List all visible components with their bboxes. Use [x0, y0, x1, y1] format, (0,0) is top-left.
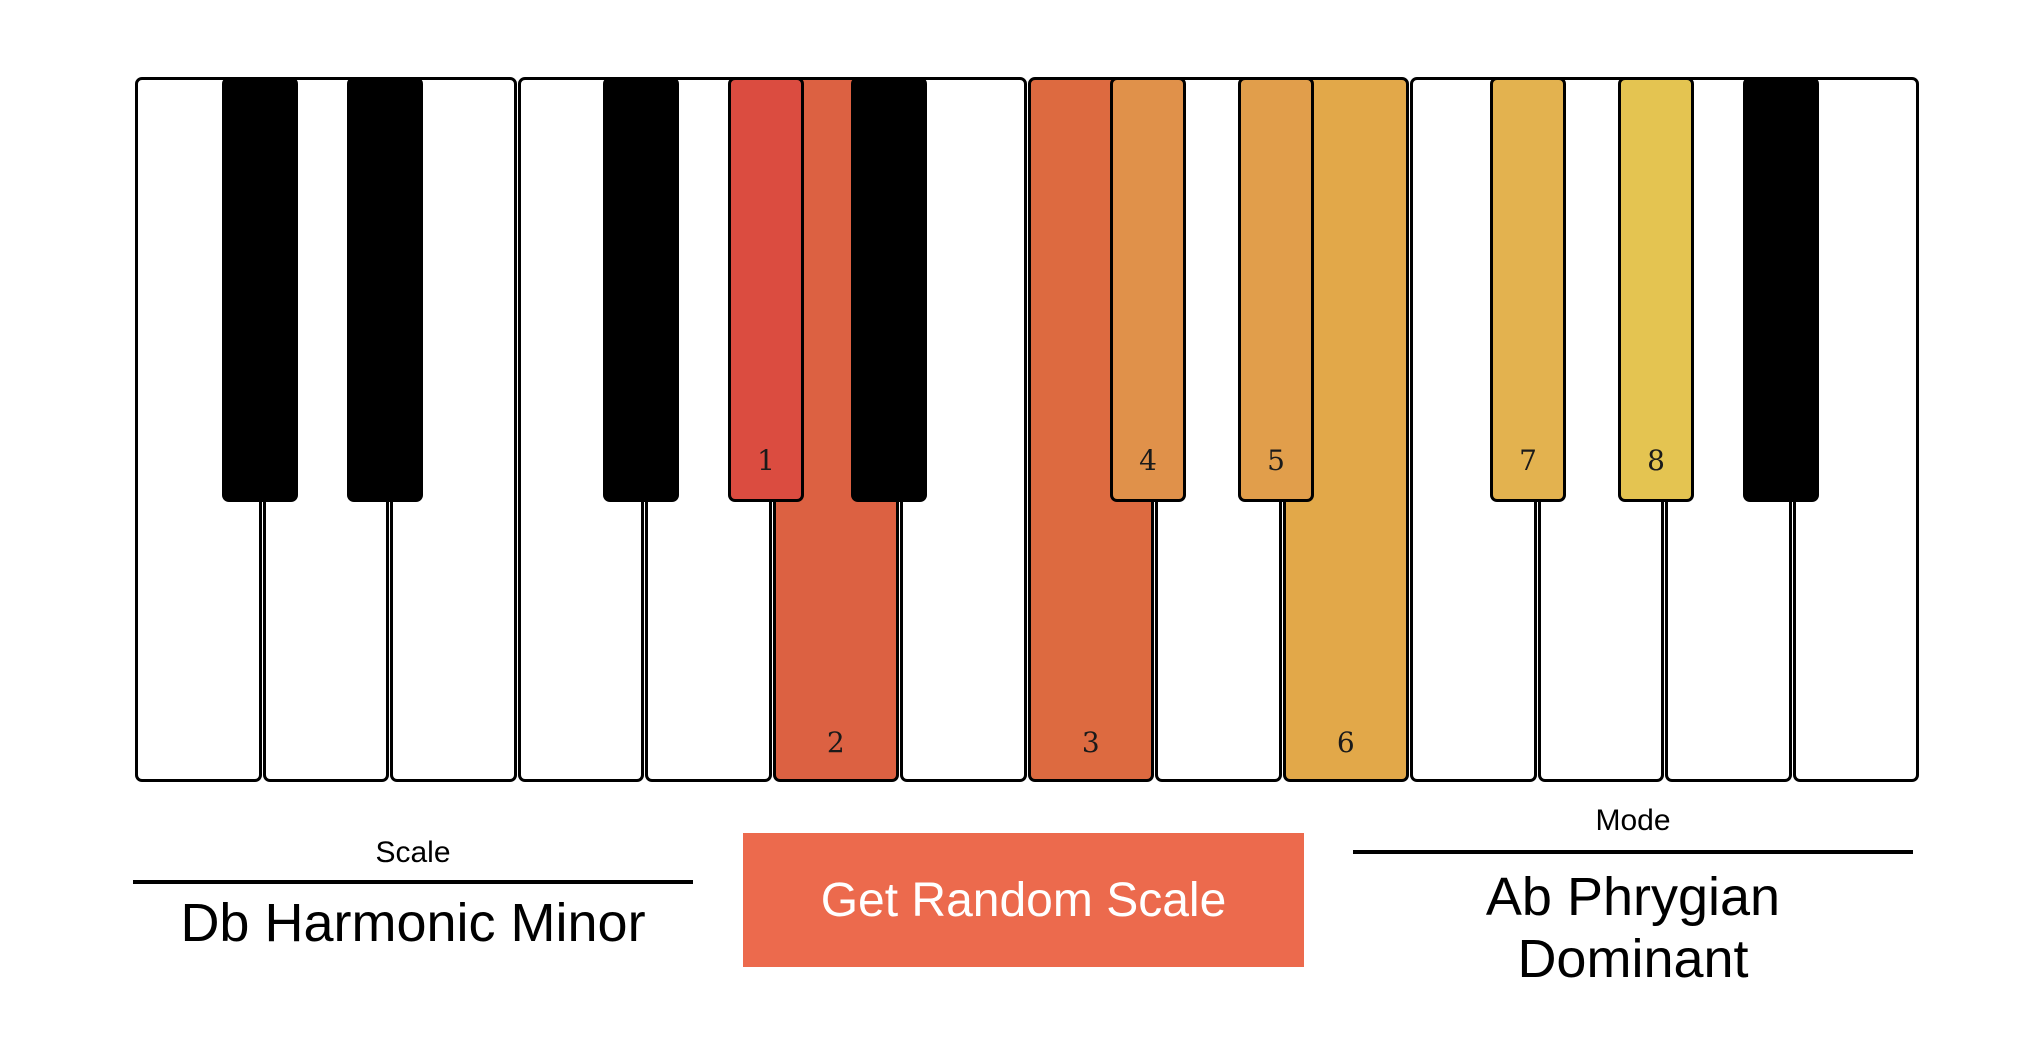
mode-caption: Mode [1595, 804, 1671, 837]
black-key-label: 7 [1519, 444, 1537, 477]
scale-panel: Scale Db Harmonic Minor [133, 836, 693, 954]
mode-name-line-1: Ab Phrygian [1485, 867, 1781, 927]
black-key[interactable]: 4 [1110, 77, 1186, 502]
black-key[interactable] [1743, 77, 1819, 502]
mode-divider [1353, 850, 1913, 854]
black-key-label: 8 [1647, 444, 1665, 477]
black-key[interactable]: 5 [1238, 77, 1314, 502]
mode-panel: Mode Ab Phrygian Dominant [1353, 804, 1913, 990]
mode-name-line-2: Dominant [1517, 929, 1749, 989]
scale-name: Db Harmonic Minor [180, 893, 646, 953]
black-key[interactable] [851, 77, 927, 502]
black-key[interactable] [347, 77, 423, 502]
scale-divider [133, 880, 693, 884]
white-key-label: 2 [826, 726, 845, 759]
black-key-label: 4 [1139, 444, 1157, 477]
get-random-scale-button[interactable]: Get Random Scale [743, 833, 1304, 967]
black-key[interactable]: 1 [728, 77, 804, 502]
black-key[interactable]: 8 [1618, 77, 1694, 502]
black-key[interactable]: 7 [1490, 77, 1566, 502]
white-key-label: 6 [1336, 726, 1355, 759]
white-key-label: 3 [1081, 726, 1100, 759]
black-key-label: 1 [757, 444, 775, 477]
piano-keyboard: 2 3 6 1 4 5 7 8 [135, 77, 1919, 782]
scale-caption: Scale [375, 836, 451, 869]
black-key-label: 5 [1267, 444, 1285, 477]
black-key[interactable] [603, 77, 679, 502]
mode-name: Ab Phrygian Dominant [1353, 866, 1913, 990]
black-key[interactable] [222, 77, 298, 502]
